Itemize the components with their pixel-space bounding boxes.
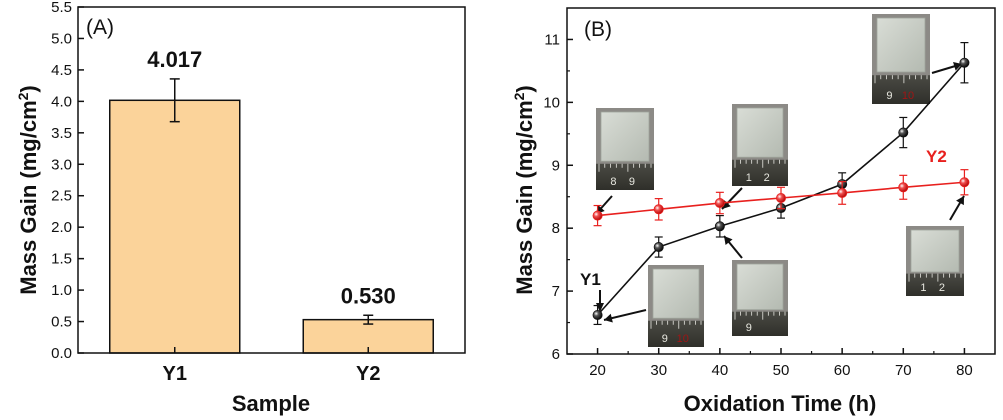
sample-specimen [600,111,650,162]
svg-text:Mass Gain (mg/cm2): Mass Gain (mg/cm2) [511,85,537,295]
y-tick-label: 6 [552,346,560,363]
panel-a-y-title-main: Mass Gain (mg/cm [16,100,41,294]
data-point-y2 [959,177,970,188]
panel-b-x-axis-title: Oxidation Time (h) [684,391,877,416]
x-tick-label: 80 [956,362,973,379]
ruler-number: 9 [886,90,892,102]
sample-specimen [876,17,926,73]
data-point-y2 [837,187,848,198]
y-tick-label: 3.0 [51,156,72,173]
panel-b-y-title-main: Mass Gain (mg/cm [512,100,537,294]
panel-a-y-title-sup: 2 [15,92,31,100]
y-tick-label: 0.5 [51,314,72,331]
panel-b: (B) Mass Gain (mg/cm2) Oxidation Time (h… [511,7,996,416]
data-point-y2 [653,204,664,215]
ruler-number: 2 [939,282,945,294]
panel-a-y-title-end: ) [16,85,41,92]
y-tick-label: 1.0 [51,282,72,299]
ruler-strip [732,159,788,186]
sample-specimen [736,263,784,310]
series-label-y2: Y2 [926,147,947,166]
panel-a-label: (A) [86,16,114,39]
y-tick-label: 8 [552,220,560,237]
sample-specimen [910,229,960,273]
panel-a: (A) Mass Gain (mg/cm2) Sample 0.0 0.5 1.0 1… [15,0,466,416]
callout-arrow-head [956,196,964,206]
callout-arrow-head [604,313,613,323]
panel-b-frame [566,7,996,355]
y-tick-label: 5.5 [51,0,72,16]
ruler-number: 2 [764,172,770,184]
bar-value-label: 0.530 [341,283,396,308]
sample-specimen [652,268,700,319]
y-tick-label: 5.0 [51,30,72,47]
sample-specimen [736,107,784,158]
y-tick-label: 2.0 [51,219,72,236]
x-tick-label: 50 [773,362,790,379]
x-tick-label: 70 [895,362,912,379]
callout-arrow-head [724,236,733,246]
bar-y1 [109,99,241,354]
panel-a-y-ticks: 0.0 0.5 1.0 1.5 2.0 2.5 3.0 3.5 4.0 4.5 5.0 5.5 [51,0,84,362]
data-point-y1 [714,221,725,232]
bar-value-label: 4.017 [147,47,202,72]
x-tick-label: 30 [650,362,667,379]
x-tick-label: 20 [589,362,606,379]
ruler-strip [906,273,964,296]
series-label-y1: Y1 [580,270,601,289]
panel-b-y-axis-title: Mass Gain (mg/cm2) [511,85,537,295]
x-tick-label: Y2 [356,363,380,385]
ruler-number: 1 [920,282,926,294]
panel-a-frame [77,6,466,354]
y-tick-label: 9 [552,157,560,174]
data-point-y1 [959,57,970,68]
ruler-number: 10 [902,90,914,102]
ruler-strip [872,75,930,104]
x-tick-label: 40 [712,362,729,379]
y-tick-label: 4.5 [51,62,72,79]
ruler-number: 8 [610,176,616,188]
panel-b-series [592,41,970,326]
x-tick-label: Y1 [163,363,187,385]
y-tick-label: 2.5 [51,188,72,205]
y-tick-label: 10 [543,94,560,111]
y-tick-label: 0.0 [51,345,72,362]
ruler-number: 1 [746,172,752,184]
y-tick-label: 7 [552,283,560,300]
ruler-strip [596,163,654,190]
data-point-y2 [776,192,787,203]
ruler-number: 9 [746,322,752,334]
y-tick-label: 3.5 [51,125,72,142]
ruler-number: 9 [629,176,635,188]
panel-b-y-title-sup: 2 [511,92,527,100]
data-point-y2 [592,210,603,221]
data-point-y1 [653,242,664,253]
panel-a-x-axis-title: Sample [232,391,310,416]
ruler-number: 9 [662,333,668,345]
svg-text:Mass Gain (mg/cm2): Mass Gain (mg/cm2) [15,85,41,295]
panel-b-y-title-end: ) [512,85,537,92]
y-tick-label: 1.5 [51,251,72,268]
y-tick-label: 11 [544,31,560,48]
data-point-y2 [898,182,909,193]
panel-a-bars: 4.017 Y1 0.530 Y2 [109,47,434,385]
ruler-strip [732,311,788,336]
x-tick-label: 60 [834,362,851,379]
panel-a-y-axis-title: Mass Gain (mg/cm2) [15,85,41,295]
data-point-y1 [592,309,603,320]
y-tick-label: 4.0 [51,93,72,110]
data-point-y1 [898,127,909,138]
ruler-number: 10 [677,333,689,345]
data-point-y2 [714,198,725,209]
panel-b-label: (B) [584,18,612,41]
ruler-strip [648,320,704,347]
